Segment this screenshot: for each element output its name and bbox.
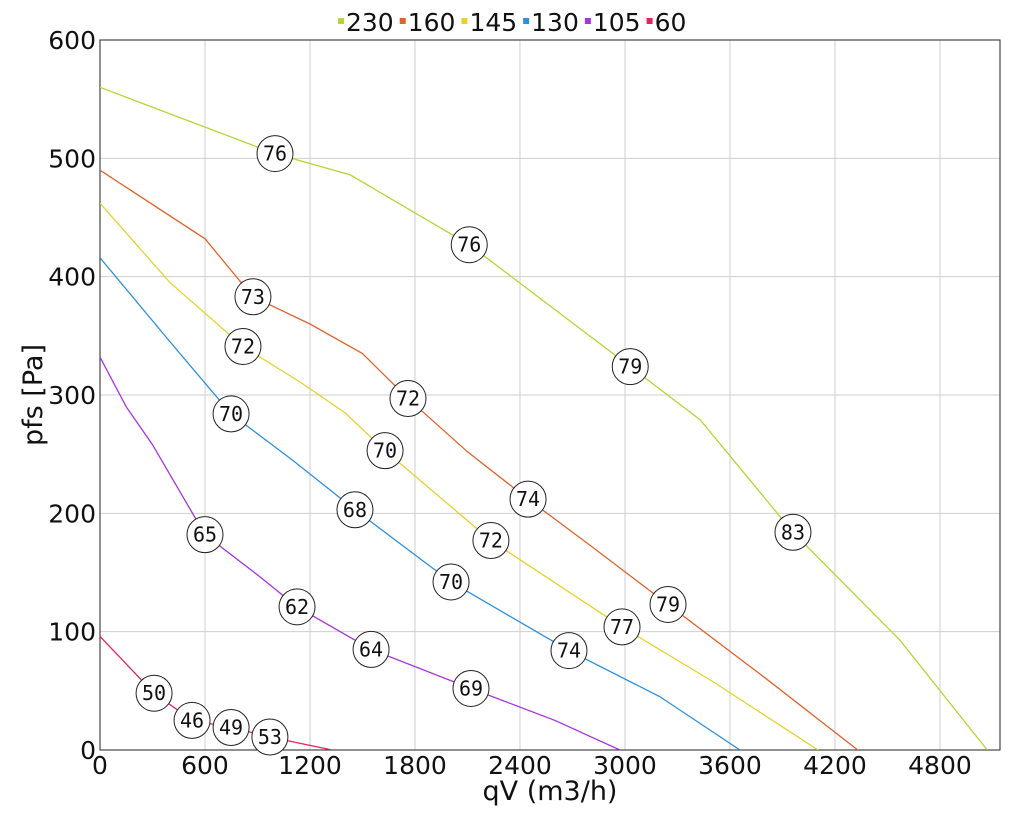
marker-label: 53 [258,725,282,749]
plot-frame [99,39,1001,751]
x-tick-label: 3000 [593,751,657,780]
legend-swatch [338,18,344,24]
y-tick-label: 100 [48,618,96,647]
x-tick-label: 3600 [698,751,762,780]
x-tick-label: 4200 [803,751,867,780]
y-tick-label: 400 [48,263,96,292]
marker-label: 50 [142,681,166,705]
legend-label: 130 [531,8,579,37]
series-line [100,356,621,750]
point-marker [234,278,272,316]
marker-label: 49 [219,716,243,740]
legend-swatch [523,18,530,24]
point-marker [509,480,547,518]
marker-label: 62 [285,595,309,619]
point-marker [450,226,488,264]
x-axis-title: qV (m3/h) [483,776,618,807]
y-tick-label: 200 [48,499,96,528]
point-marker [336,491,374,529]
x-tick-label: 0 [92,751,108,780]
legend-label: 230 [346,8,394,37]
x-tick-label: 600 [181,751,229,780]
marker-label: 70 [219,402,243,426]
y-axis-title: pfs [Pa] [18,344,49,446]
point-marker [366,432,404,470]
marker-label: 77 [610,615,634,639]
marker-label: 70 [373,439,397,463]
marker-label: 74 [516,487,540,511]
point-marker [774,513,812,551]
marker-label: 72 [231,334,255,358]
point-marker [251,718,289,756]
point-marker [278,588,316,626]
marker-label: 83 [781,520,805,544]
marker-label: 70 [439,570,463,594]
marker-label: 79 [656,592,680,616]
marker-label: 68 [343,498,367,522]
marker-label: 76 [457,233,481,257]
legend-swatch [461,18,468,24]
marker-label: 46 [180,708,204,732]
y-tick-label: 300 [48,381,96,410]
series-line [100,202,819,750]
point-marker [550,632,588,670]
legend-label: 160 [408,8,456,37]
point-marker [389,380,427,418]
legend-swatch [399,18,406,24]
marker-label: 73 [241,285,265,309]
legend-label: 145 [469,8,517,37]
x-tick-label: 1200 [278,751,342,780]
point-marker [135,674,173,712]
point-marker [212,709,250,747]
y-tick-label: 500 [48,144,96,173]
marker-label: 79 [618,355,642,379]
point-marker [352,630,390,668]
marker-label: 64 [359,637,383,661]
point-marker [432,563,470,601]
point-marker [611,348,649,386]
y-tick-label: 600 [48,26,96,55]
legend-label: 60 [655,8,687,37]
x-tick-label: 4800 [908,751,972,780]
point-marker [212,395,250,433]
point-marker [224,327,262,365]
point-marker [452,669,490,707]
marker-label: 69 [459,676,483,700]
marker-label: 72 [479,529,503,553]
point-marker [649,585,687,623]
y-tick-label: 0 [80,736,96,765]
point-marker [603,608,641,646]
marker-label: 65 [193,523,217,547]
legend-swatch [584,18,591,24]
marker-label: 74 [557,639,581,663]
legend-swatch [646,18,653,24]
x-tick-label: 1800 [383,751,447,780]
point-marker [173,701,211,739]
marker-label: 72 [396,387,420,411]
marker-label: 76 [263,142,287,166]
x-tick-label: 2400 [488,751,552,780]
point-marker [472,522,510,560]
point-marker [256,135,294,173]
legend-label: 105 [593,8,641,37]
point-marker [186,516,224,554]
